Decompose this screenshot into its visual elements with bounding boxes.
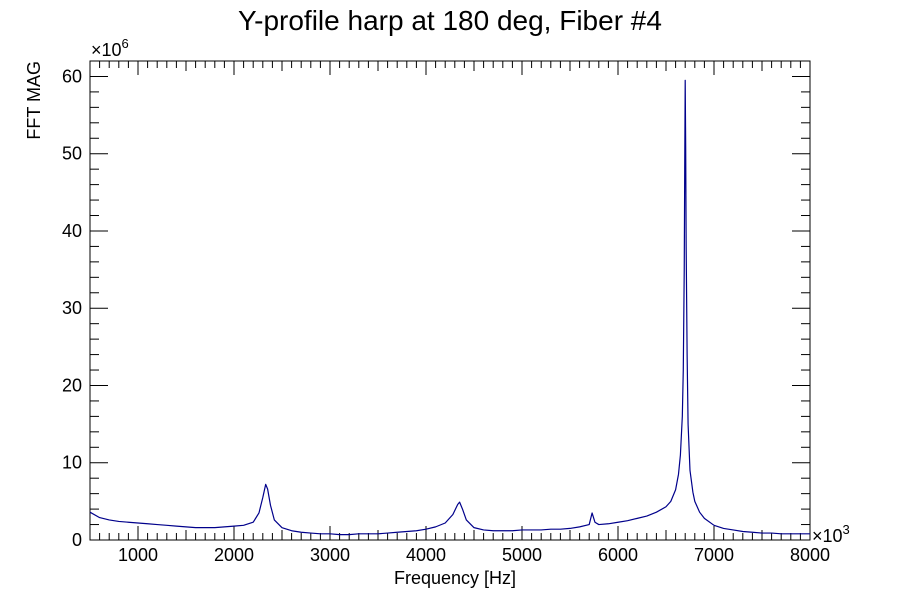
y-tick-label: 20 (62, 375, 82, 395)
x-tick-label: 5000 (502, 545, 542, 565)
x-tick-label: 3000 (310, 545, 350, 565)
x-tick-label: 4000 (406, 545, 446, 565)
x-tick-label: 8000 (790, 545, 830, 565)
x-tick-label: 2000 (214, 545, 254, 565)
y-tick-label: 10 (62, 453, 82, 473)
plot-frame (89, 60, 811, 541)
y-axis-title: FFT MAG (24, 61, 44, 140)
y-tick-label: 60 (62, 66, 82, 86)
y-tick-label: 50 (62, 144, 82, 164)
fft-series-line (89, 79, 810, 536)
y-tick-label: 0 (72, 530, 82, 550)
y-tick-label: 40 (62, 221, 82, 241)
x-axis-title: Frequency [Hz] (394, 568, 516, 588)
x-axis-multiplier: ×103 (812, 522, 850, 546)
x-tick-label: 6000 (598, 545, 638, 565)
x-tick-label: 7000 (694, 545, 734, 565)
x-tick-label: 1000 (118, 545, 158, 565)
y-axis-multiplier: ×106 (91, 36, 129, 60)
chart-title: Y-profile harp at 180 deg, Fiber #4 (238, 5, 662, 36)
y-tick-label: 30 (62, 298, 82, 318)
